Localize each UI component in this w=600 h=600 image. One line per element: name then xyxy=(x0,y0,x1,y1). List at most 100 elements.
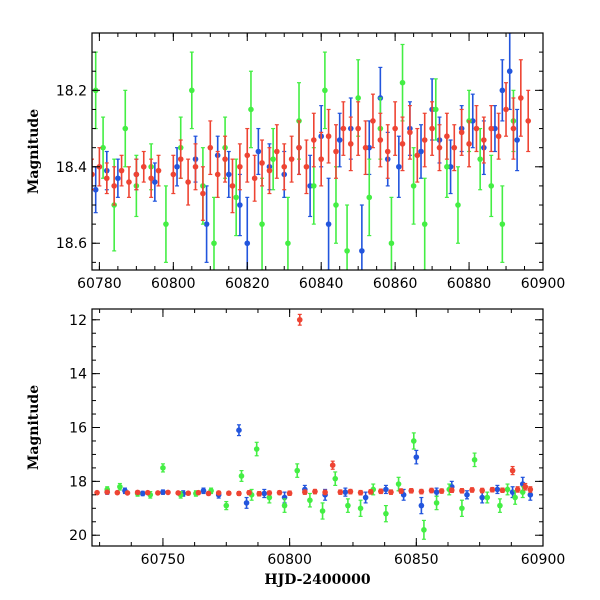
point-marker xyxy=(261,490,268,497)
point-marker xyxy=(489,486,496,493)
point-marker xyxy=(229,183,236,189)
data-point xyxy=(215,490,222,496)
point-marker xyxy=(276,489,283,496)
data-point xyxy=(392,101,398,156)
data-point xyxy=(497,498,503,513)
point-marker xyxy=(238,473,245,479)
data-point xyxy=(388,489,394,495)
data-point xyxy=(399,116,406,172)
point-marker xyxy=(421,137,428,143)
data-point xyxy=(428,487,435,494)
data-point xyxy=(255,127,262,176)
x-axis-title: HJD-2400000 xyxy=(264,572,371,588)
data-point xyxy=(459,487,465,494)
point-marker xyxy=(510,125,517,132)
data-point xyxy=(355,101,361,156)
data-point xyxy=(522,482,529,491)
point-marker xyxy=(303,163,310,170)
data-layer xyxy=(94,313,534,540)
data-point xyxy=(418,488,425,495)
data-point xyxy=(444,112,450,160)
point-marker xyxy=(413,454,420,460)
point-marker xyxy=(418,488,425,495)
data-point xyxy=(170,154,177,195)
point-marker xyxy=(421,221,428,227)
point-marker xyxy=(100,144,106,151)
point-marker xyxy=(428,487,435,494)
point-marker xyxy=(464,492,470,498)
data-point xyxy=(243,496,250,509)
data-point xyxy=(481,116,487,164)
point-marker xyxy=(448,487,455,494)
point-marker xyxy=(466,141,472,147)
y-tick-label: 20 xyxy=(69,528,87,544)
series-2 xyxy=(92,59,532,221)
point-marker xyxy=(396,163,402,170)
point-marker xyxy=(325,133,332,140)
data-point xyxy=(499,185,506,263)
point-marker xyxy=(367,489,374,495)
point-marker xyxy=(311,137,317,143)
point-marker xyxy=(281,163,288,170)
point-marker xyxy=(366,194,373,201)
point-marker xyxy=(259,221,265,227)
data-point xyxy=(233,158,239,237)
data-point xyxy=(366,158,373,237)
point-marker xyxy=(512,494,518,501)
point-marker xyxy=(459,487,465,494)
point-marker xyxy=(118,167,125,174)
point-marker xyxy=(200,487,207,494)
data-point xyxy=(152,162,158,202)
point-marker xyxy=(92,186,99,193)
data-point xyxy=(174,147,180,187)
point-marker xyxy=(357,505,364,512)
point-marker xyxy=(244,240,251,247)
data-point xyxy=(418,124,424,179)
point-marker xyxy=(270,156,276,162)
data-point xyxy=(270,127,276,191)
data-point xyxy=(307,492,313,508)
data-point xyxy=(383,505,389,523)
data-point xyxy=(111,166,117,206)
data-point xyxy=(276,489,283,496)
point-marker xyxy=(195,489,202,496)
point-marker xyxy=(395,481,402,487)
point-marker xyxy=(226,490,232,497)
y-axis-title: Magnitude xyxy=(26,385,42,470)
data-point xyxy=(347,488,354,495)
data-point xyxy=(333,124,339,179)
point-marker xyxy=(469,487,475,493)
data-point xyxy=(340,101,347,156)
y-tick-label: 18.6 xyxy=(56,236,87,252)
data-point xyxy=(407,105,413,160)
point-marker xyxy=(504,486,511,493)
point-marker xyxy=(111,183,117,189)
x-tick-label: 60750 xyxy=(141,552,186,568)
point-marker xyxy=(477,156,483,162)
data-point xyxy=(288,135,295,183)
point-marker xyxy=(329,462,336,469)
data-point xyxy=(377,112,384,168)
data-point xyxy=(459,499,465,517)
point-marker xyxy=(214,171,221,178)
point-marker xyxy=(332,475,339,482)
point-marker xyxy=(103,175,110,182)
point-marker xyxy=(392,125,398,132)
point-marker xyxy=(319,508,326,514)
point-marker xyxy=(436,144,443,151)
data-point xyxy=(413,449,420,465)
data-point xyxy=(94,489,100,496)
data-point xyxy=(410,147,417,225)
point-marker xyxy=(92,171,95,178)
point-marker xyxy=(139,490,146,497)
point-marker xyxy=(481,137,487,143)
point-marker xyxy=(236,490,242,497)
data-point xyxy=(259,177,265,270)
point-marker xyxy=(458,129,465,136)
data-point xyxy=(367,489,374,495)
point-marker xyxy=(294,467,301,474)
data-point xyxy=(357,489,364,496)
data-point xyxy=(185,490,192,497)
data-point xyxy=(418,496,425,515)
point-marker xyxy=(248,106,254,113)
